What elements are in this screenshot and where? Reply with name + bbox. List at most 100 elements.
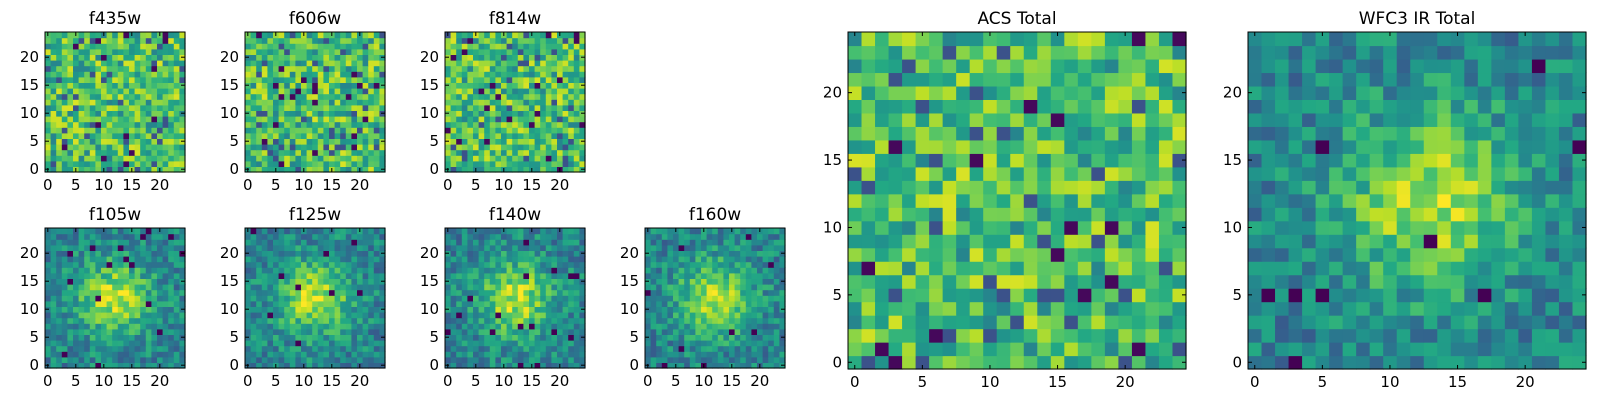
heatmap-cell: [256, 104, 263, 111]
heatmap-cell: [117, 127, 124, 134]
heatmap-cell: [1010, 180, 1025, 195]
heatmap-cell: [306, 272, 313, 279]
heatmap-cell: [717, 356, 724, 363]
heatmap-cell: [256, 160, 263, 167]
heatmap-cell: [506, 317, 513, 324]
heatmap-cell: [461, 323, 468, 330]
heatmap-cell: [467, 289, 474, 296]
heatmap-cell: [484, 362, 491, 369]
heatmap-cell: [551, 93, 558, 100]
heatmap-cell: [45, 261, 52, 268]
heatmap-cell: [373, 99, 380, 106]
heatmap-cell: [1145, 220, 1160, 235]
heatmap-cell: [495, 71, 502, 78]
heatmap-cell: [179, 356, 186, 363]
heatmap-cell: [568, 323, 575, 330]
heatmap-cell: [983, 342, 998, 357]
heatmap-cell: [489, 317, 496, 324]
heatmap-cell: [357, 284, 364, 291]
heatmap-cell: [983, 301, 998, 316]
heatmap-cell: [517, 155, 524, 162]
heatmap-cell: [495, 345, 502, 352]
heatmap-cell: [701, 328, 708, 335]
heatmap-cell: [345, 32, 352, 39]
heatmap-cell: [757, 351, 764, 358]
heatmap-cell: [489, 256, 496, 263]
heatmap-cell: [329, 116, 336, 123]
heatmap-cell: [256, 155, 263, 162]
heatmap-cell: [557, 60, 564, 67]
heatmap-cell: [245, 160, 252, 167]
heatmap-cell: [573, 317, 580, 324]
heatmap-cell: [284, 228, 291, 235]
heatmap-cell: [473, 37, 480, 44]
heatmap-cell: [512, 121, 519, 128]
heatmap-cell: [489, 132, 496, 139]
heatmap-cell: [312, 244, 319, 251]
heatmap-cell: [157, 300, 164, 307]
heatmap-cell: [467, 295, 474, 302]
heatmap-cell: [50, 278, 57, 285]
heatmap-cell: [484, 93, 491, 100]
heatmap-cell: [768, 306, 775, 313]
heatmap-cell: [157, 54, 164, 61]
heatmap-cell: [323, 116, 330, 123]
heatmap-cell: [329, 295, 336, 302]
heatmap-cell: [245, 127, 252, 134]
heatmap-cell: [106, 250, 113, 257]
heatmap-cell: [250, 356, 257, 363]
heatmap-cell: [89, 261, 96, 268]
heatmap-cell: [357, 132, 364, 139]
y-tick-label: 0: [29, 160, 39, 178]
heatmap-cell: [50, 60, 57, 67]
heatmap-cell: [467, 351, 474, 358]
heatmap-cell: [101, 110, 108, 117]
heatmap-cell: [512, 340, 519, 347]
heatmap-cell: [312, 228, 319, 235]
heatmap-cell: [61, 256, 68, 263]
heatmap-cell: [717, 284, 724, 291]
heatmap-cell: [284, 60, 291, 67]
heatmap-cell: [512, 132, 519, 139]
heatmap-cell: [848, 342, 863, 357]
heatmap-cell: [757, 272, 764, 279]
heatmap-cell: [1064, 288, 1079, 303]
heatmap-cell: [45, 121, 52, 128]
heatmap-cell: [179, 267, 186, 274]
heatmap-cell: [140, 43, 147, 50]
heatmap-cell: [650, 317, 657, 324]
heatmap-cell: [162, 345, 169, 352]
heatmap-cell: [56, 60, 63, 67]
heatmap-cell: [95, 48, 102, 55]
heatmap-cell: [768, 312, 775, 319]
heatmap-cell: [579, 261, 586, 268]
heatmap-cell: [129, 54, 136, 61]
heatmap-cell: [56, 328, 63, 335]
heatmap-cell: [56, 295, 63, 302]
heatmap-cell: [757, 300, 764, 307]
heatmap-cell: [656, 284, 663, 291]
heatmap-cell: [334, 32, 341, 39]
heatmap-cell: [373, 54, 380, 61]
heatmap-cell: [123, 261, 130, 268]
heatmap-cell: [667, 295, 674, 302]
heatmap-cell: [445, 155, 452, 162]
heatmap-cell: [501, 345, 508, 352]
heatmap-cell: [461, 37, 468, 44]
heatmap-cell: [323, 272, 330, 279]
heatmap-cell: [501, 88, 508, 95]
heatmap-cell: [517, 76, 524, 83]
heatmap-cell: [261, 60, 268, 67]
heatmap-cell: [340, 149, 347, 156]
heatmap-cell: [1023, 315, 1038, 330]
heatmap-cell: [450, 256, 457, 263]
heatmap-cell: [568, 138, 575, 145]
heatmap-cell: [689, 362, 696, 369]
heatmap-cell: [545, 323, 552, 330]
heatmap-cell: [117, 300, 124, 307]
heatmap-cell: [78, 295, 85, 302]
heatmap-cell: [306, 228, 313, 235]
heatmap-cell: [256, 43, 263, 50]
heatmap-cell: [267, 116, 274, 123]
heatmap-cell: [45, 65, 52, 72]
